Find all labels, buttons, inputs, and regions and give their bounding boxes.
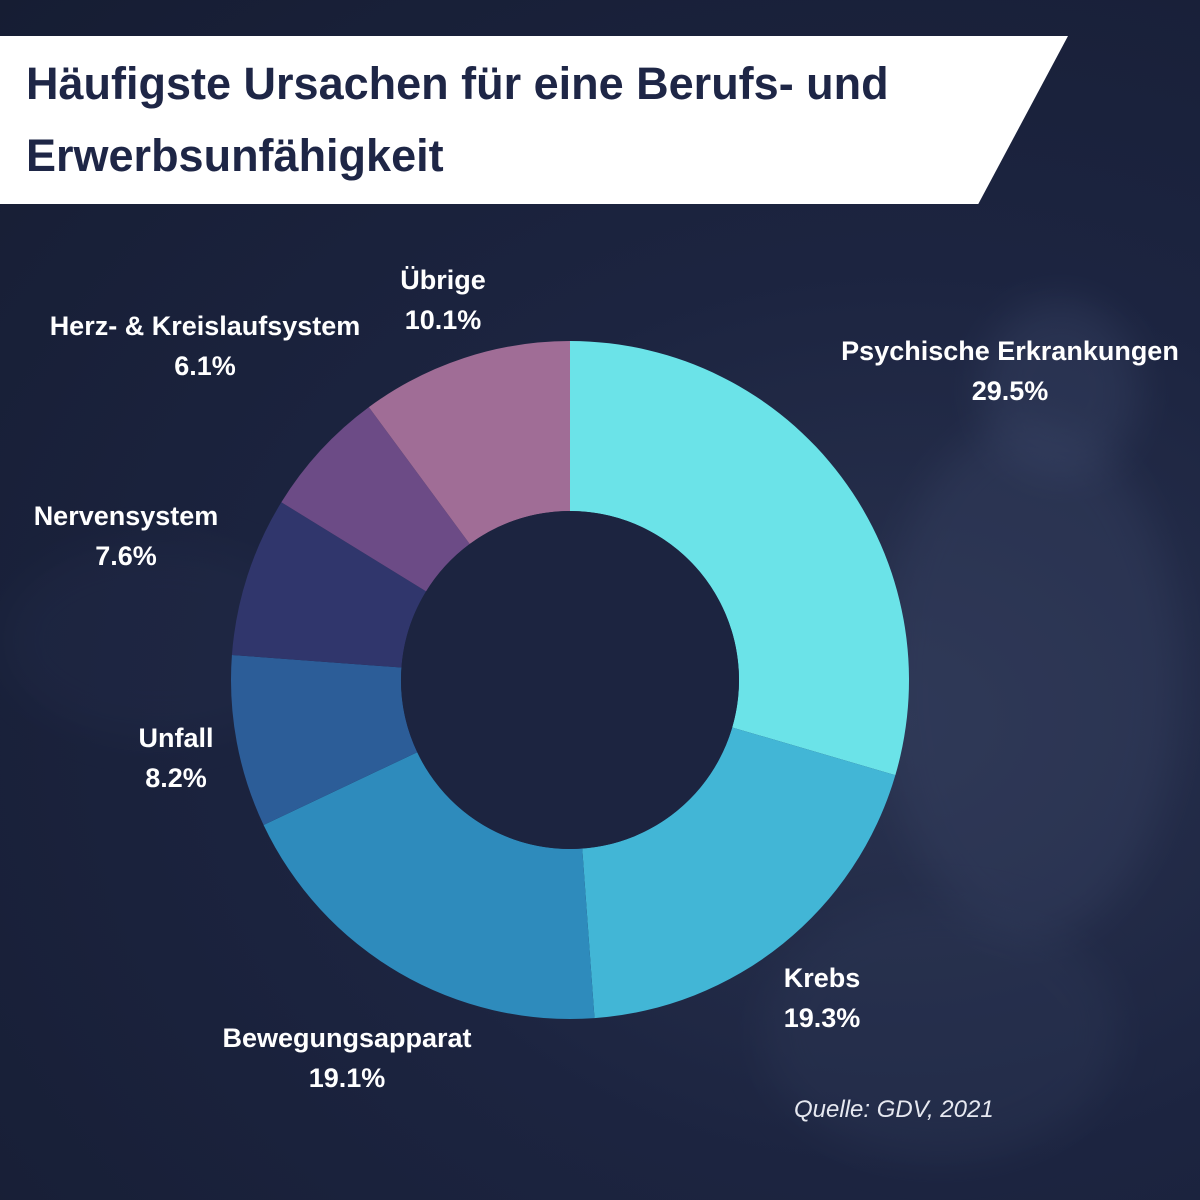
donut-slice-psychische-erkrankungen bbox=[570, 341, 909, 776]
donut-slice-uebrige bbox=[368, 341, 570, 544]
slice-label-psychische-erkrankungen: Psychische Erkrankungen 29.5% bbox=[841, 331, 1179, 411]
source-note: Quelle: GDV, 2021 bbox=[794, 1096, 994, 1123]
slice-category: Herz- & Kreislaufsystem bbox=[49, 311, 361, 341]
slice-category: Bewegungsapparat bbox=[222, 1023, 472, 1053]
slice-value: 6.1% bbox=[174, 351, 236, 381]
background-shape bbox=[760, 900, 1120, 1160]
slice-category: Unfall bbox=[138, 723, 214, 753]
slice-label-nervensystem: Nervensystem 7.6% bbox=[34, 496, 219, 576]
slice-label-unfall: Unfall 8.2% bbox=[138, 718, 213, 798]
donut-slice-nervensystem bbox=[231, 502, 427, 668]
slice-category: Übrige bbox=[400, 265, 486, 295]
slice-category: Nervensystem bbox=[33, 501, 219, 531]
slice-category: Psychische Erkrankungen bbox=[841, 336, 1179, 366]
slice-category: Krebs bbox=[783, 963, 861, 993]
slice-value: 29.5% bbox=[971, 376, 1049, 406]
donut-slice-unfall bbox=[230, 654, 418, 825]
slice-label-krebs: Krebs 19.3% bbox=[784, 958, 861, 1038]
donut-hole bbox=[401, 511, 739, 849]
donut-slice-bewegungsapparat bbox=[263, 752, 595, 1019]
slice-value: 19.3% bbox=[783, 1003, 861, 1033]
title-banner bbox=[0, 36, 1068, 204]
background-shape bbox=[880, 420, 1180, 940]
chart-title: Häufigste Ursachen für eine Berufs- und … bbox=[26, 58, 889, 181]
donut-slices bbox=[230, 341, 909, 1019]
slice-label-bewegungsapparat: Bewegungsapparat 19.1% bbox=[222, 1018, 471, 1098]
donut-slice-krebs bbox=[582, 727, 896, 1019]
slice-value: 10.1% bbox=[404, 305, 482, 335]
slice-label-uebrige: Übrige 10.1% bbox=[400, 260, 486, 340]
slice-value: 19.1% bbox=[308, 1063, 386, 1093]
background-shape bbox=[980, 300, 1140, 480]
donut-slice-herz-kreislaufsystem bbox=[281, 407, 470, 592]
slice-value: 8.2% bbox=[145, 763, 207, 793]
slice-label-herz-kreislaufsystem: Herz- & Kreislaufsystem 6.1% bbox=[50, 306, 361, 386]
slice-value: 7.6% bbox=[95, 541, 157, 571]
